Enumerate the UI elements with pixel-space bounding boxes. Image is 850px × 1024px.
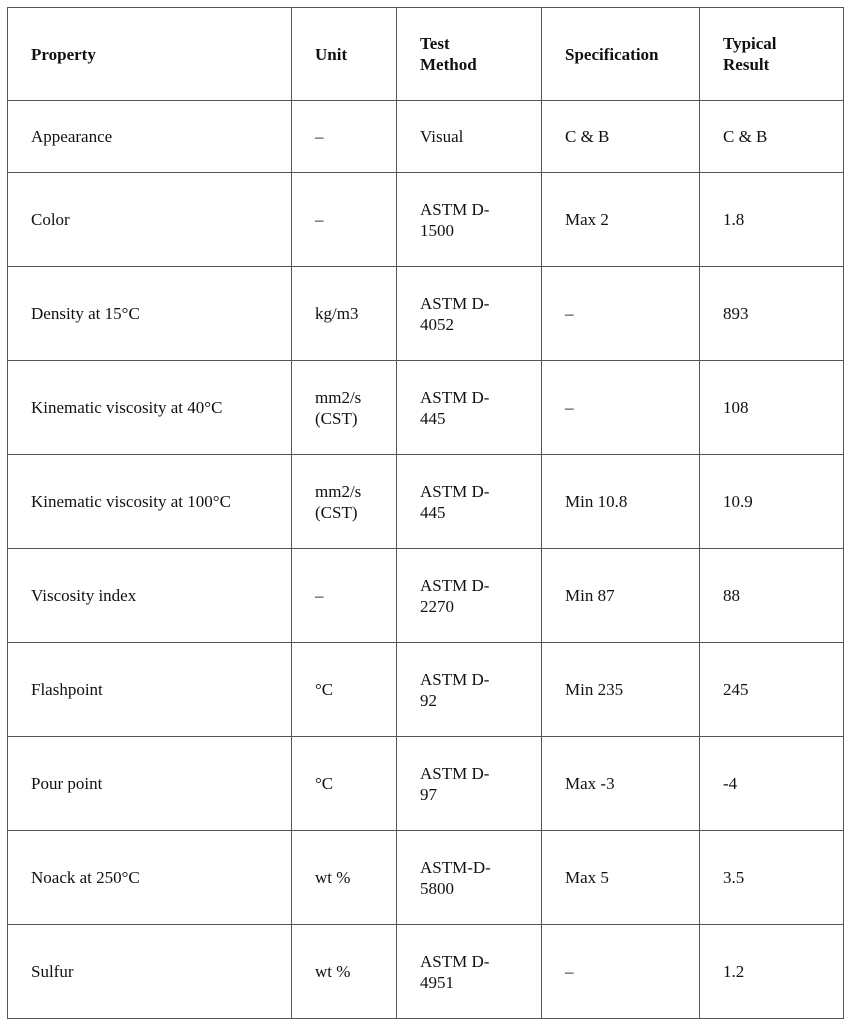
cell-specification: Min 10.8 [541,454,700,549]
table-row: Flashpoint °C ASTM D-92 Min 235 245 [7,642,844,737]
table-row: Kinematic viscosity at 40°C mm2/s (CST) AS… [7,360,844,455]
cell-typical-result: 1.2 [699,924,844,1019]
header-property: Property [7,7,292,101]
cell-specification: Max 2 [541,172,700,267]
table-row: Density at 15°C kg/m3 ASTM D-4052–893 [7,266,844,361]
header-specification: Specification [541,7,700,101]
cell-typical-result: 10.9 [699,454,844,549]
cell-unit: °C [291,642,397,737]
cell-property: Kinematic viscosity at 100°C [7,454,292,549]
cell-property: Viscosity index [7,548,292,643]
cell-test-method: ASTM D-445 [396,454,542,549]
cell-specification: Max -3 [541,736,700,831]
cell-unit: – [291,172,397,267]
cell-typical-result: C & B [699,100,844,173]
table-row: Noack at 250°C wt % ASTM-D-5800 Max 5 3.5 [7,830,844,925]
cell-property: Kinematic viscosity at 40°C [7,360,292,455]
cell-typical-result: 893 [699,266,844,361]
cell-unit: mm2/s (CST) [291,454,397,549]
header-unit: Unit [291,7,397,101]
cell-specification: C & B [541,100,700,173]
cell-specification: – [541,266,700,361]
cell-property: Appearance [7,100,292,173]
cell-unit: kg/m3 [291,266,397,361]
cell-typical-result: 245 [699,642,844,737]
cell-specification: Min 235 [541,642,700,737]
table-row: Viscosity index – ASTM D-2270 Min 87 88 [7,548,844,643]
cell-property: Flashpoint [7,642,292,737]
cell-test-method: ASTM-D-5800 [396,830,542,925]
properties-table: Property Unit Test Method Specification … [7,7,844,1019]
cell-test-method: ASTM D-4951 [396,924,542,1019]
table-row: Color – ASTM D-1500 Max 2 1.8 [7,172,844,267]
cell-test-method: ASTM D-1500 [396,172,542,267]
cell-specification: Min 87 [541,548,700,643]
cell-test-method: Visual [396,100,542,173]
cell-unit: mm2/s (CST) [291,360,397,455]
cell-property: Sulfur [7,924,292,1019]
cell-property: Color [7,172,292,267]
cell-specification: – [541,360,700,455]
cell-typical-result: 88 [699,548,844,643]
cell-unit: – [291,100,397,173]
cell-typical-result: 3.5 [699,830,844,925]
cell-unit: wt % [291,924,397,1019]
cell-test-method: ASTM D-2270 [396,548,542,643]
cell-unit: wt % [291,830,397,925]
cell-test-method: ASTM D-445 [396,360,542,455]
table-row: Sulfur wt % ASTM D-4951–1.2 [7,924,844,1019]
cell-test-method: ASTM D-4052 [396,266,542,361]
header-row: Property Unit Test Method Specification … [7,7,844,101]
cell-specification: Max 5 [541,830,700,925]
cell-property: Density at 15°C [7,266,292,361]
cell-typical-result: -4 [699,736,844,831]
cell-test-method: ASTM D-97 [396,736,542,831]
cell-property: Noack at 250°C [7,830,292,925]
cell-property: Pour point [7,736,292,831]
cell-typical-result: 1.8 [699,172,844,267]
header-test-method: Test Method [396,7,542,101]
header-typical-result: Typical Result [699,7,844,101]
table-row: Pour point °C ASTM D-97 Max -3 -4 [7,736,844,831]
cell-specification: – [541,924,700,1019]
cell-test-method: ASTM D-92 [396,642,542,737]
cell-unit: – [291,548,397,643]
cell-unit: °C [291,736,397,831]
cell-typical-result: 108 [699,360,844,455]
table-row: Kinematic viscosity at 100°C mm2/s (CST) A… [7,454,844,549]
